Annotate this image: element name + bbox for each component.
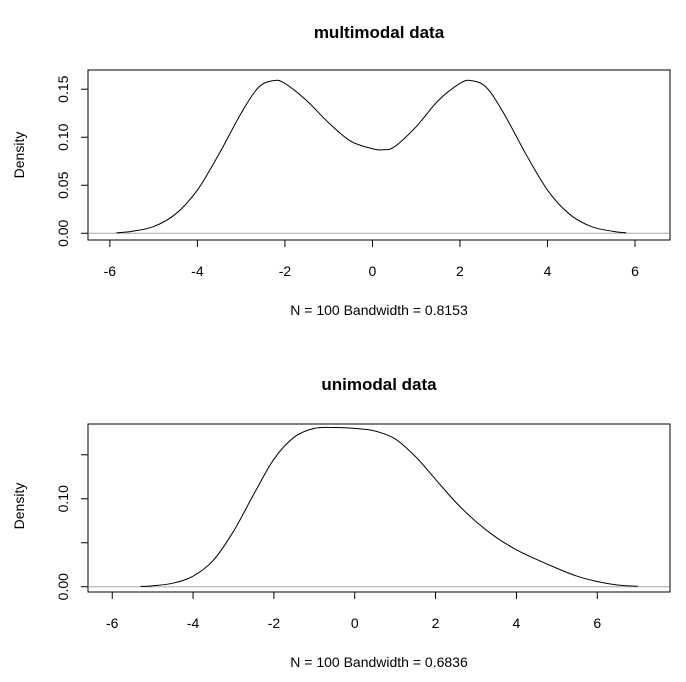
multimodal-density-panel: multimodal data Density N = 100 Bandwidt… (11, 23, 671, 318)
unimodal-density-panel: unimodal data Density N = 100 Bandwidth … (11, 375, 671, 670)
x-tick-label: -2 (268, 615, 281, 631)
x-tick-label: 4 (544, 263, 552, 279)
plot-frame (87, 69, 671, 241)
x-tick-label: -4 (187, 615, 200, 631)
x-tick-label: -4 (191, 263, 204, 279)
chart-title: multimodal data (314, 23, 445, 42)
x-tick-label: 6 (631, 263, 639, 279)
mark-group (89, 79, 669, 234)
tick-group: -6 -4 -2 0 2 4 6 0.00 0.10 (55, 454, 601, 631)
density-curve (116, 79, 627, 234)
density-curve (140, 426, 638, 587)
x-tick-label: 2 (432, 615, 440, 631)
plot-frame (87, 423, 671, 593)
y-axis-label: Density (11, 483, 27, 530)
chart-title: unimodal data (321, 375, 437, 394)
y-tick-label: 0.00 (55, 573, 71, 600)
x-tick-label: -6 (104, 263, 117, 279)
x-tick-label: 0 (351, 615, 359, 631)
y-tick-label: 0.10 (55, 485, 71, 512)
y-tick-label: 0.00 (55, 219, 71, 246)
x-axis-label: N = 100 Bandwidth = 0.8153 (290, 302, 468, 318)
x-tick-label: 0 (369, 263, 377, 279)
y-tick-label: 0.15 (55, 75, 71, 102)
x-tick-label: 4 (513, 615, 521, 631)
x-tick-label: -2 (279, 263, 292, 279)
y-axis-label: Density (11, 132, 27, 179)
y-tick-label: 0.05 (55, 171, 71, 198)
x-tick-label: 2 (456, 263, 464, 279)
x-tick-label: -6 (106, 615, 119, 631)
mark-group (89, 426, 669, 588)
y-tick-label: 0.10 (55, 123, 71, 150)
tick-group: -6 -4 -2 0 2 4 6 0.00 0.05 0.10 0.15 (55, 75, 639, 279)
x-axis-label: N = 100 Bandwidth = 0.6836 (290, 654, 468, 670)
x-tick-label: 6 (593, 615, 601, 631)
